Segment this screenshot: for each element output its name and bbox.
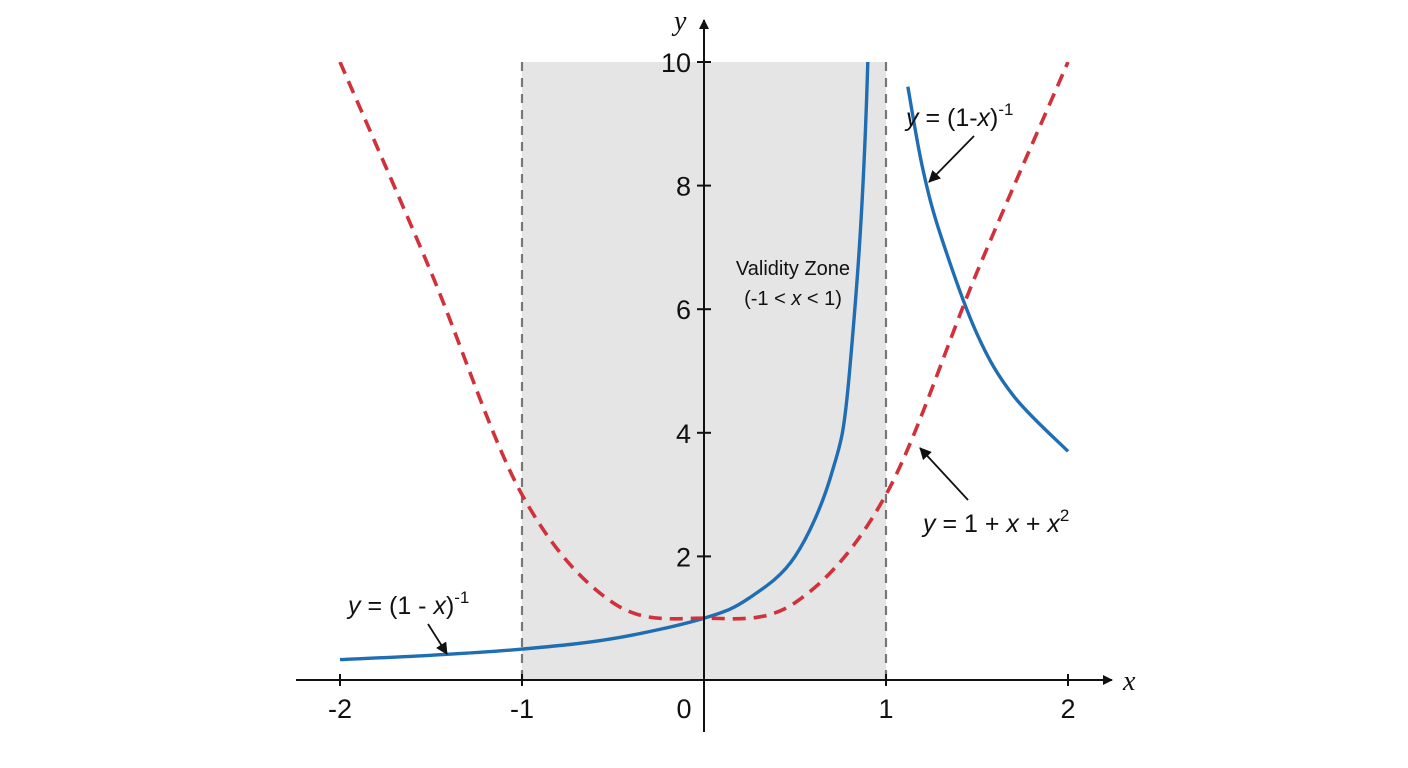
- annotation-polynomial-arrow: [919, 447, 969, 501]
- annotation-left-reciprocal-arrow: [427, 623, 448, 655]
- x-tick-label: 0: [676, 694, 691, 724]
- annotation-left-reciprocal: y = (1 - x)-1: [346, 588, 469, 620]
- annotation-right-reciprocal: y = (1-x)-1: [904, 100, 1014, 132]
- ticks-layer: -2 -1 0 1 2 2 4 6 8 10: [328, 48, 1076, 724]
- y-tick-label: 6: [676, 295, 691, 325]
- y-tick-label: 2: [676, 542, 691, 572]
- x-tick-label: 2: [1060, 694, 1075, 724]
- y-tick-label: 10: [661, 48, 691, 78]
- y-tick-label: 8: [676, 172, 691, 202]
- annotation-right-reciprocal-arrow: [928, 135, 975, 183]
- series-reciprocal-right-branch: [906, 86, 1070, 453]
- validity-zone-range: (-1 < x < 1): [744, 288, 842, 310]
- x-tick-label: -1: [510, 694, 534, 724]
- x-tick-label: 1: [878, 694, 893, 724]
- y-axis-label: y: [671, 6, 687, 37]
- series-reciprocal-left-branch: [339, 62, 870, 662]
- y-tick-label: 4: [676, 419, 691, 449]
- series-polynomial-approximation: [338, 62, 1070, 621]
- series-layer: [338, 62, 1070, 662]
- validity-zone-title: Validity Zone: [736, 258, 850, 280]
- x-tick-label: -2: [328, 694, 352, 724]
- annotation-polynomial: y = 1 + x + x2: [921, 506, 1069, 538]
- x-axis-label: x: [1122, 666, 1136, 697]
